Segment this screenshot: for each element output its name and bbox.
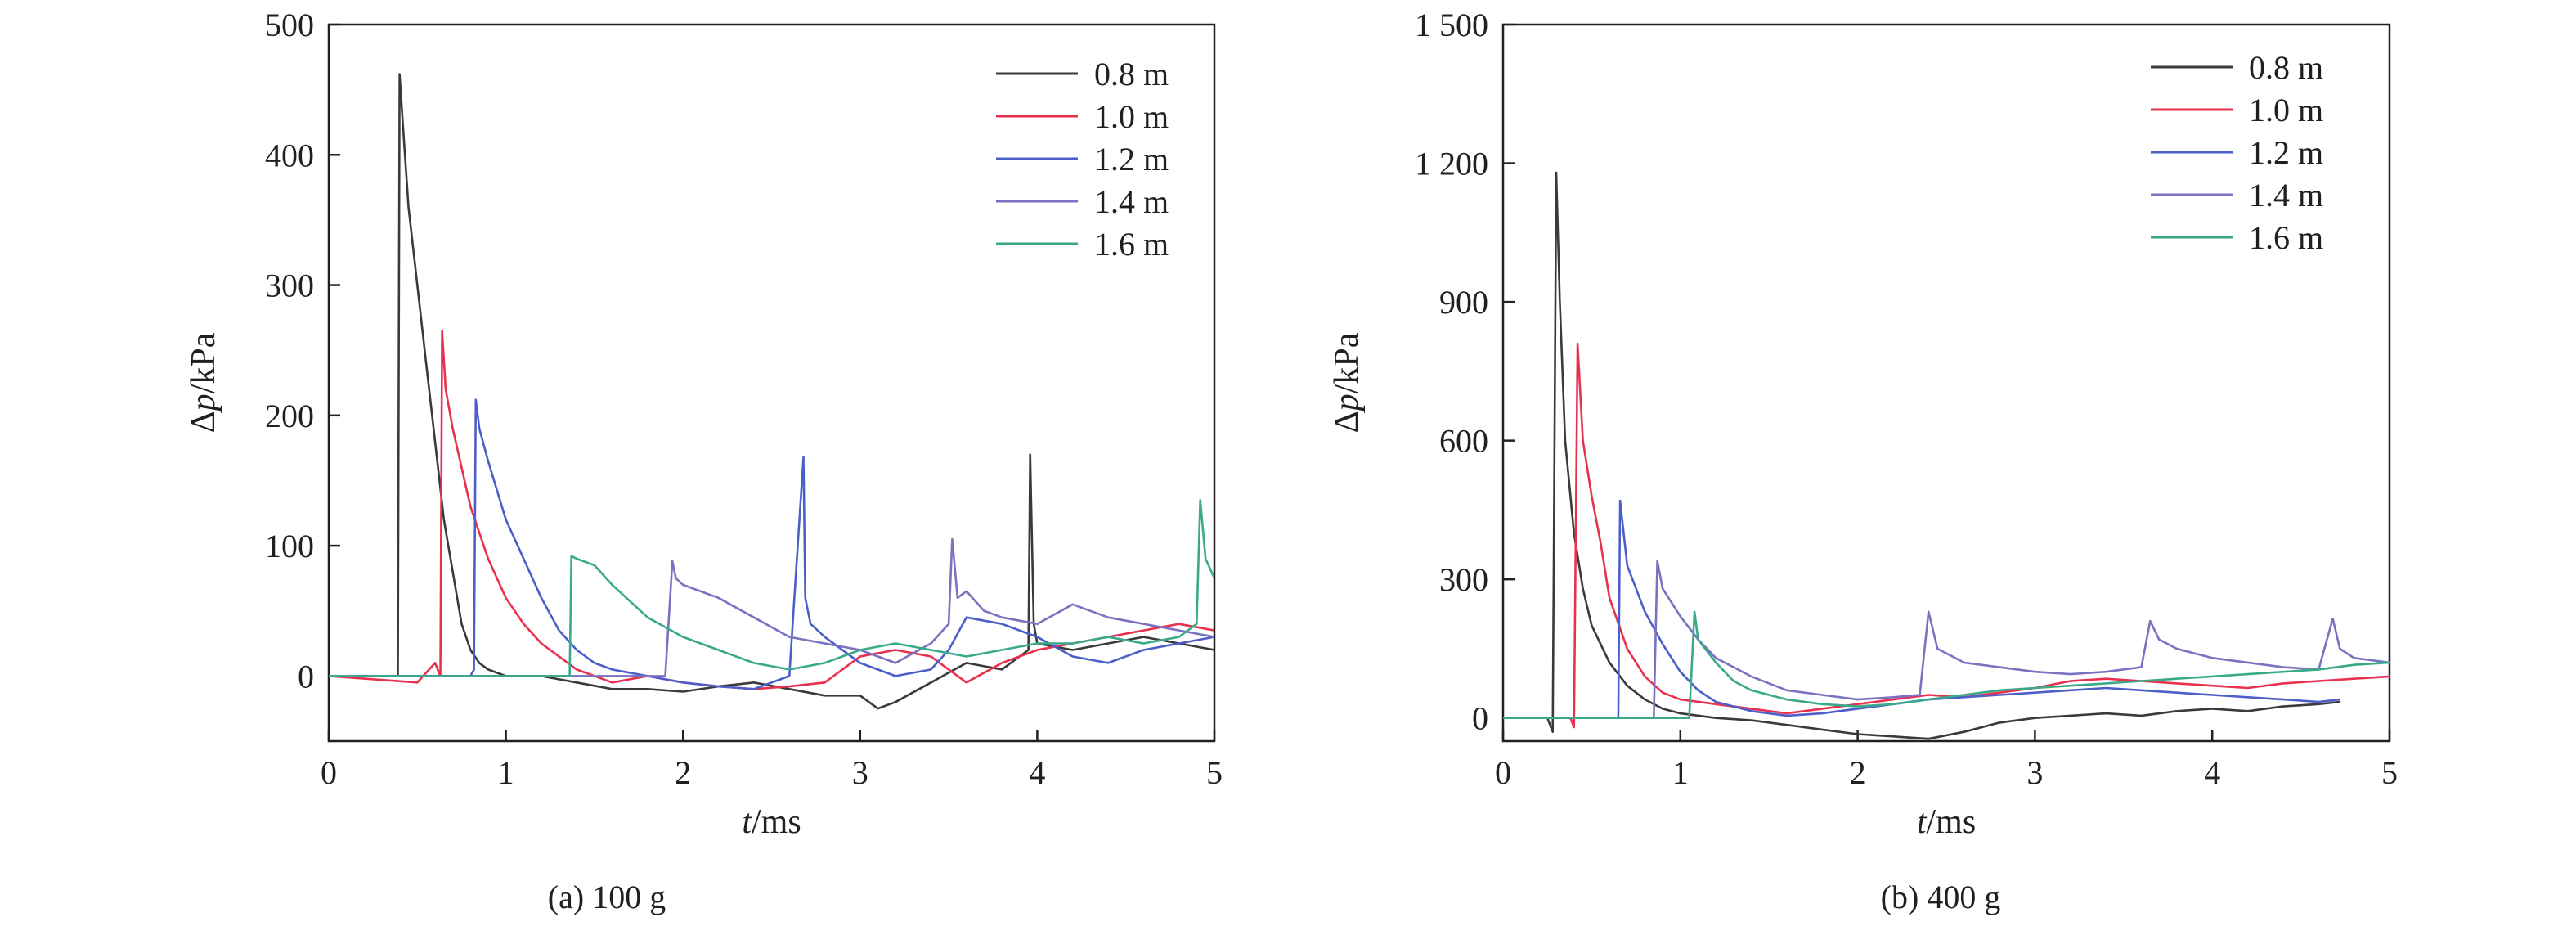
panel-b-legend-label: 1.0 m xyxy=(2249,92,2323,128)
panel-b-ytick-label: 600 xyxy=(1439,423,1488,460)
panel-a-plot-area: 0 1 2 3 4 5 0 100 200 300 400 500 t/ms Δp/kPa 0.8 m 1.0… xyxy=(185,7,1223,841)
panel-a-y-axis-unit: /kPa xyxy=(185,332,222,393)
panel-b-legend-label: 0.8 m xyxy=(2249,49,2323,86)
panel-b-ytick-label: 1 200 xyxy=(1415,146,1488,182)
panel-b-legend-label: 1.2 m xyxy=(2249,134,2323,171)
panel-a-ytick-label: 0 xyxy=(298,658,314,694)
panel-a-xtick-label: 0 xyxy=(321,754,337,791)
panel-b-ytick-label: 300 xyxy=(1439,561,1488,598)
panel-a-legend-label: 1.6 m xyxy=(1094,226,1169,263)
panel-a-xtick-label: 3 xyxy=(852,754,868,791)
panel-b-xtick-label: 2 xyxy=(1850,754,1866,791)
panel-b-ytick-label: 900 xyxy=(1439,284,1488,321)
panel-a-x-axis-label: t/ms xyxy=(742,803,801,841)
panel-a-series-line-1_4m xyxy=(329,537,1214,677)
panel-a-legend-label: 1.2 m xyxy=(1094,141,1169,178)
panel-a-series-line-0_8m xyxy=(329,73,1214,710)
panel-a-xtick-label: 4 xyxy=(1029,754,1045,791)
panel-a-x-axis-var: t xyxy=(742,803,752,841)
panel-b-x-axis-label: t/ms xyxy=(1917,803,1976,841)
panel-b-series-line-1_0m xyxy=(1503,342,2390,729)
panel-b-legend-label: 1.4 m xyxy=(2249,177,2323,214)
panel-a-y-axis-delta: Δ xyxy=(185,411,222,433)
panel-b-xtick-label: 3 xyxy=(2026,754,2043,791)
panel-b-ytick-label: 0 xyxy=(1472,700,1488,737)
panel-a-ytick-label: 500 xyxy=(265,7,314,43)
panel-a-series-line-1_2m xyxy=(329,398,1214,690)
panel-b-ytick-label: 1 500 xyxy=(1415,7,1488,43)
panel-a-ytick-label: 100 xyxy=(265,528,314,564)
panel-b-xtick-label: 5 xyxy=(2381,754,2398,791)
panel-b-plot-area: 0 1 2 3 4 5 0 300 600 900 1 200 1 500 t/ms Δp/kPa 0.8 … xyxy=(1328,7,2398,841)
panel-b-y-axis-delta: Δ xyxy=(1328,411,1366,433)
panel-a-series-line-1_6m xyxy=(329,498,1214,677)
panel-a-y-axis-label: Δp/kPa xyxy=(185,332,222,433)
panel-a-legend-label: 0.8 m xyxy=(1094,56,1169,92)
panel-a-axes-frame xyxy=(327,23,1216,743)
panel-a-xtick-label: 5 xyxy=(1206,754,1223,791)
panel-a-legend-label: 1.4 m xyxy=(1094,183,1169,220)
panel-b-series-line-1_4m xyxy=(1503,560,2390,720)
panel-b-caption: (b) 400 g xyxy=(1881,879,2001,915)
panel-a-xtick-label: 2 xyxy=(675,754,691,791)
panel-b-y-axis-unit: /kPa xyxy=(1328,332,1366,393)
panel-b-xtick-label: 4 xyxy=(2204,754,2220,791)
panel-a-ytick-label: 400 xyxy=(265,137,314,173)
panel-a-ytick-label: 200 xyxy=(265,398,314,434)
panel-b-y-axis-var: p xyxy=(1328,393,1366,413)
panel-a-y-axis-var: p xyxy=(185,393,222,413)
panel-b-legend-label: 1.6 m xyxy=(2249,219,2323,256)
panel-b-xtick-label: 0 xyxy=(1495,754,1511,791)
panel-a-series-line-1_0m xyxy=(329,329,1214,690)
panel-b-x-axis-unit: /ms xyxy=(1926,803,1976,841)
panel-b-series-line-1_6m xyxy=(1503,610,2390,720)
panel-a-caption: (a) 100 g xyxy=(548,879,666,915)
panel-b-x-axis-var: t xyxy=(1917,803,1928,841)
panel-a-xtick-label: 1 xyxy=(498,754,514,791)
panel-b-y-axis-label: Δp/kPa xyxy=(1328,332,1366,433)
panel-a-100g: 0 1 2 3 4 5 0 100 200 300 400 500 t/ms Δp/kPa 0.8 m 1.0… xyxy=(185,7,1223,915)
panel-b-axes-frame xyxy=(1501,23,2391,743)
panel-b-xtick-label: 1 xyxy=(1672,754,1689,791)
panel-a-x-axis-unit: /ms xyxy=(752,803,801,841)
panel-a-legend-label: 1.0 m xyxy=(1094,98,1169,135)
panel-a-ytick-label: 300 xyxy=(265,267,314,304)
panel-b-400g: 0 1 2 3 4 5 0 300 600 900 1 200 1 500 t/ms Δp/kPa 0.8 … xyxy=(1328,7,2398,915)
panel-b-series-line-0_8m xyxy=(1503,171,2340,740)
panel-b-series-line-1_2m xyxy=(1503,499,2340,720)
